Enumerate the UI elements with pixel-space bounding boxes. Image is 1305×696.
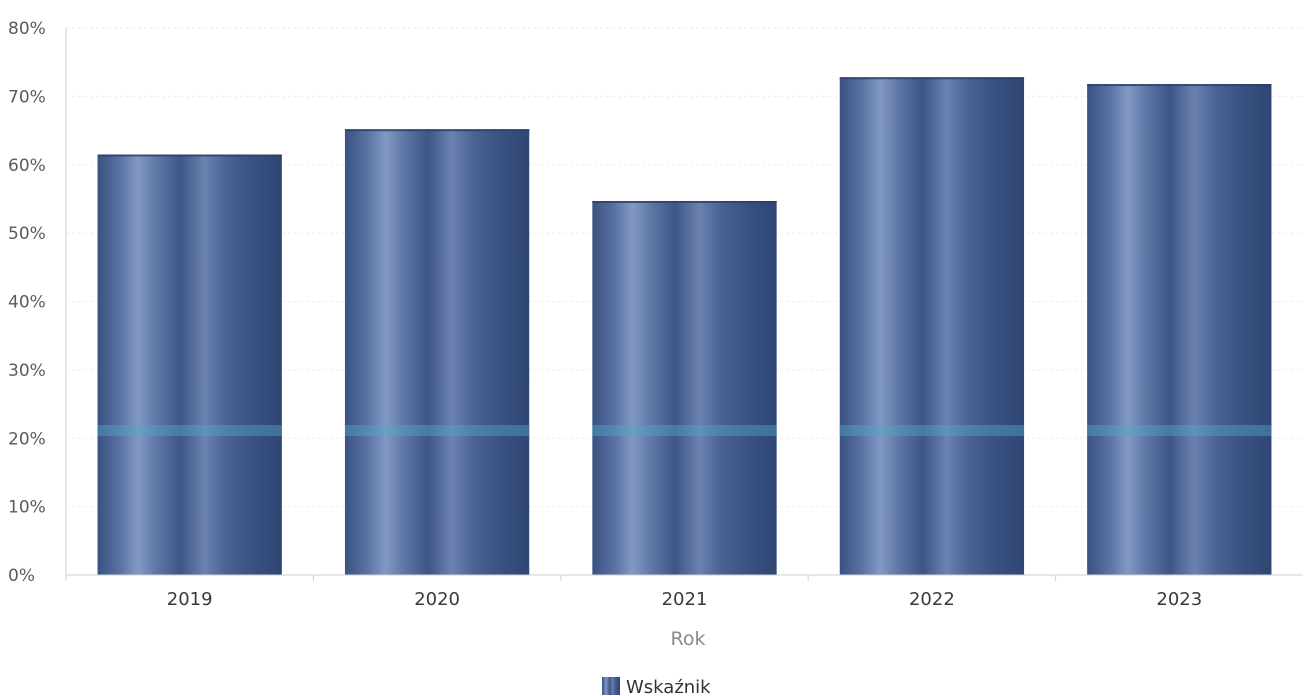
x-tick-label-2020: 2020 [414, 589, 460, 610]
bar-stripe-2021 [592, 425, 777, 437]
y-tick-label: 20% [8, 429, 46, 449]
x-tick-label-2023: 2023 [1156, 589, 1202, 610]
x-axis-title: Rok [671, 628, 706, 650]
bar-2023 [1087, 84, 1272, 575]
y-tick-label: 30% [8, 361, 46, 381]
bar-top-edge-2022 [839, 77, 1025, 80]
legend-label-wskaznik: Wskaźnik [626, 677, 711, 696]
legend: Wskaźnik [602, 677, 711, 696]
y-tick-label: 50% [8, 224, 46, 244]
y-tick-label: 0% [8, 566, 35, 586]
bar-stripe-2020 [344, 425, 530, 437]
bar-top-edge-2020 [344, 129, 530, 132]
y-tick-label: 10% [8, 498, 46, 518]
x-tick-label-2022: 2022 [909, 589, 955, 610]
y-tick-label: 80% [8, 19, 46, 39]
y-tick-label: 60% [8, 156, 46, 176]
bar-top-edge-2021 [592, 200, 777, 203]
legend-swatch [602, 677, 620, 695]
bar-stripe-2023 [1087, 425, 1272, 437]
x-axis: 2019 2020 2021 2022 2023 [65, 574, 1303, 610]
y-axis: 0% 10% 20% 30% 40% 50% 60% 70% 80% [8, 19, 67, 586]
bar-2022 [839, 77, 1025, 575]
bar-2021 [592, 200, 777, 575]
x-tick-label-2019: 2019 [167, 589, 213, 610]
bar-top-edge-2023 [1087, 84, 1272, 87]
bar-2019 [97, 154, 282, 575]
y-tick-label: 70% [8, 87, 46, 107]
x-tick-label-2021: 2021 [662, 589, 708, 610]
bar-stripe-2022 [839, 425, 1025, 437]
bar-stripe-2019 [97, 425, 282, 437]
bar-2020 [344, 129, 530, 575]
bars [97, 77, 1272, 575]
bar-top-edge-2019 [97, 154, 282, 157]
y-tick-label: 40% [8, 293, 46, 313]
